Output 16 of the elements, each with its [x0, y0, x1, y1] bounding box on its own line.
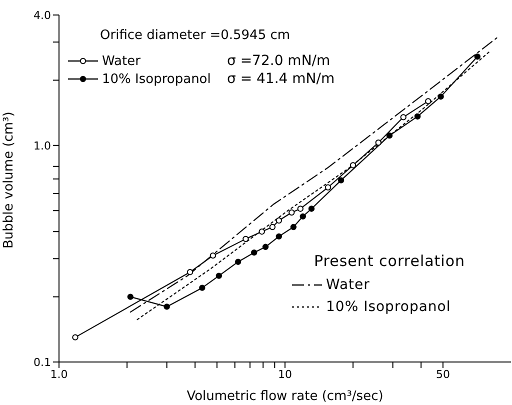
legend-label: 10% Isopropanol [326, 299, 451, 315]
x-axis-title: Volumetric flow rate (cm³/sec) [186, 389, 384, 404]
y-axis-title: Bubble volume (cm³) [2, 112, 17, 248]
legend-label: Water [326, 277, 370, 293]
legend-title: Present correlation [314, 252, 466, 270]
y-tick-label: 4.0 [34, 8, 51, 22]
x-tick-label: 10 [278, 368, 292, 381]
annotation: Orifice diameter =0.5945 cm [100, 28, 290, 43]
legend-label: 10% Isopropanol [102, 72, 212, 86]
x-tick-label: 1.0 [50, 368, 68, 381]
annotation: σ =72.0 mN/m [227, 53, 330, 69]
y-tick-label: 1.0 [34, 139, 51, 152]
x-tick-label: 50 [436, 368, 450, 381]
y-tick-label: 0.1 [34, 356, 51, 369]
legend-label: Water [102, 54, 142, 68]
annotation: σ = 41.4 mN/m [227, 71, 335, 87]
